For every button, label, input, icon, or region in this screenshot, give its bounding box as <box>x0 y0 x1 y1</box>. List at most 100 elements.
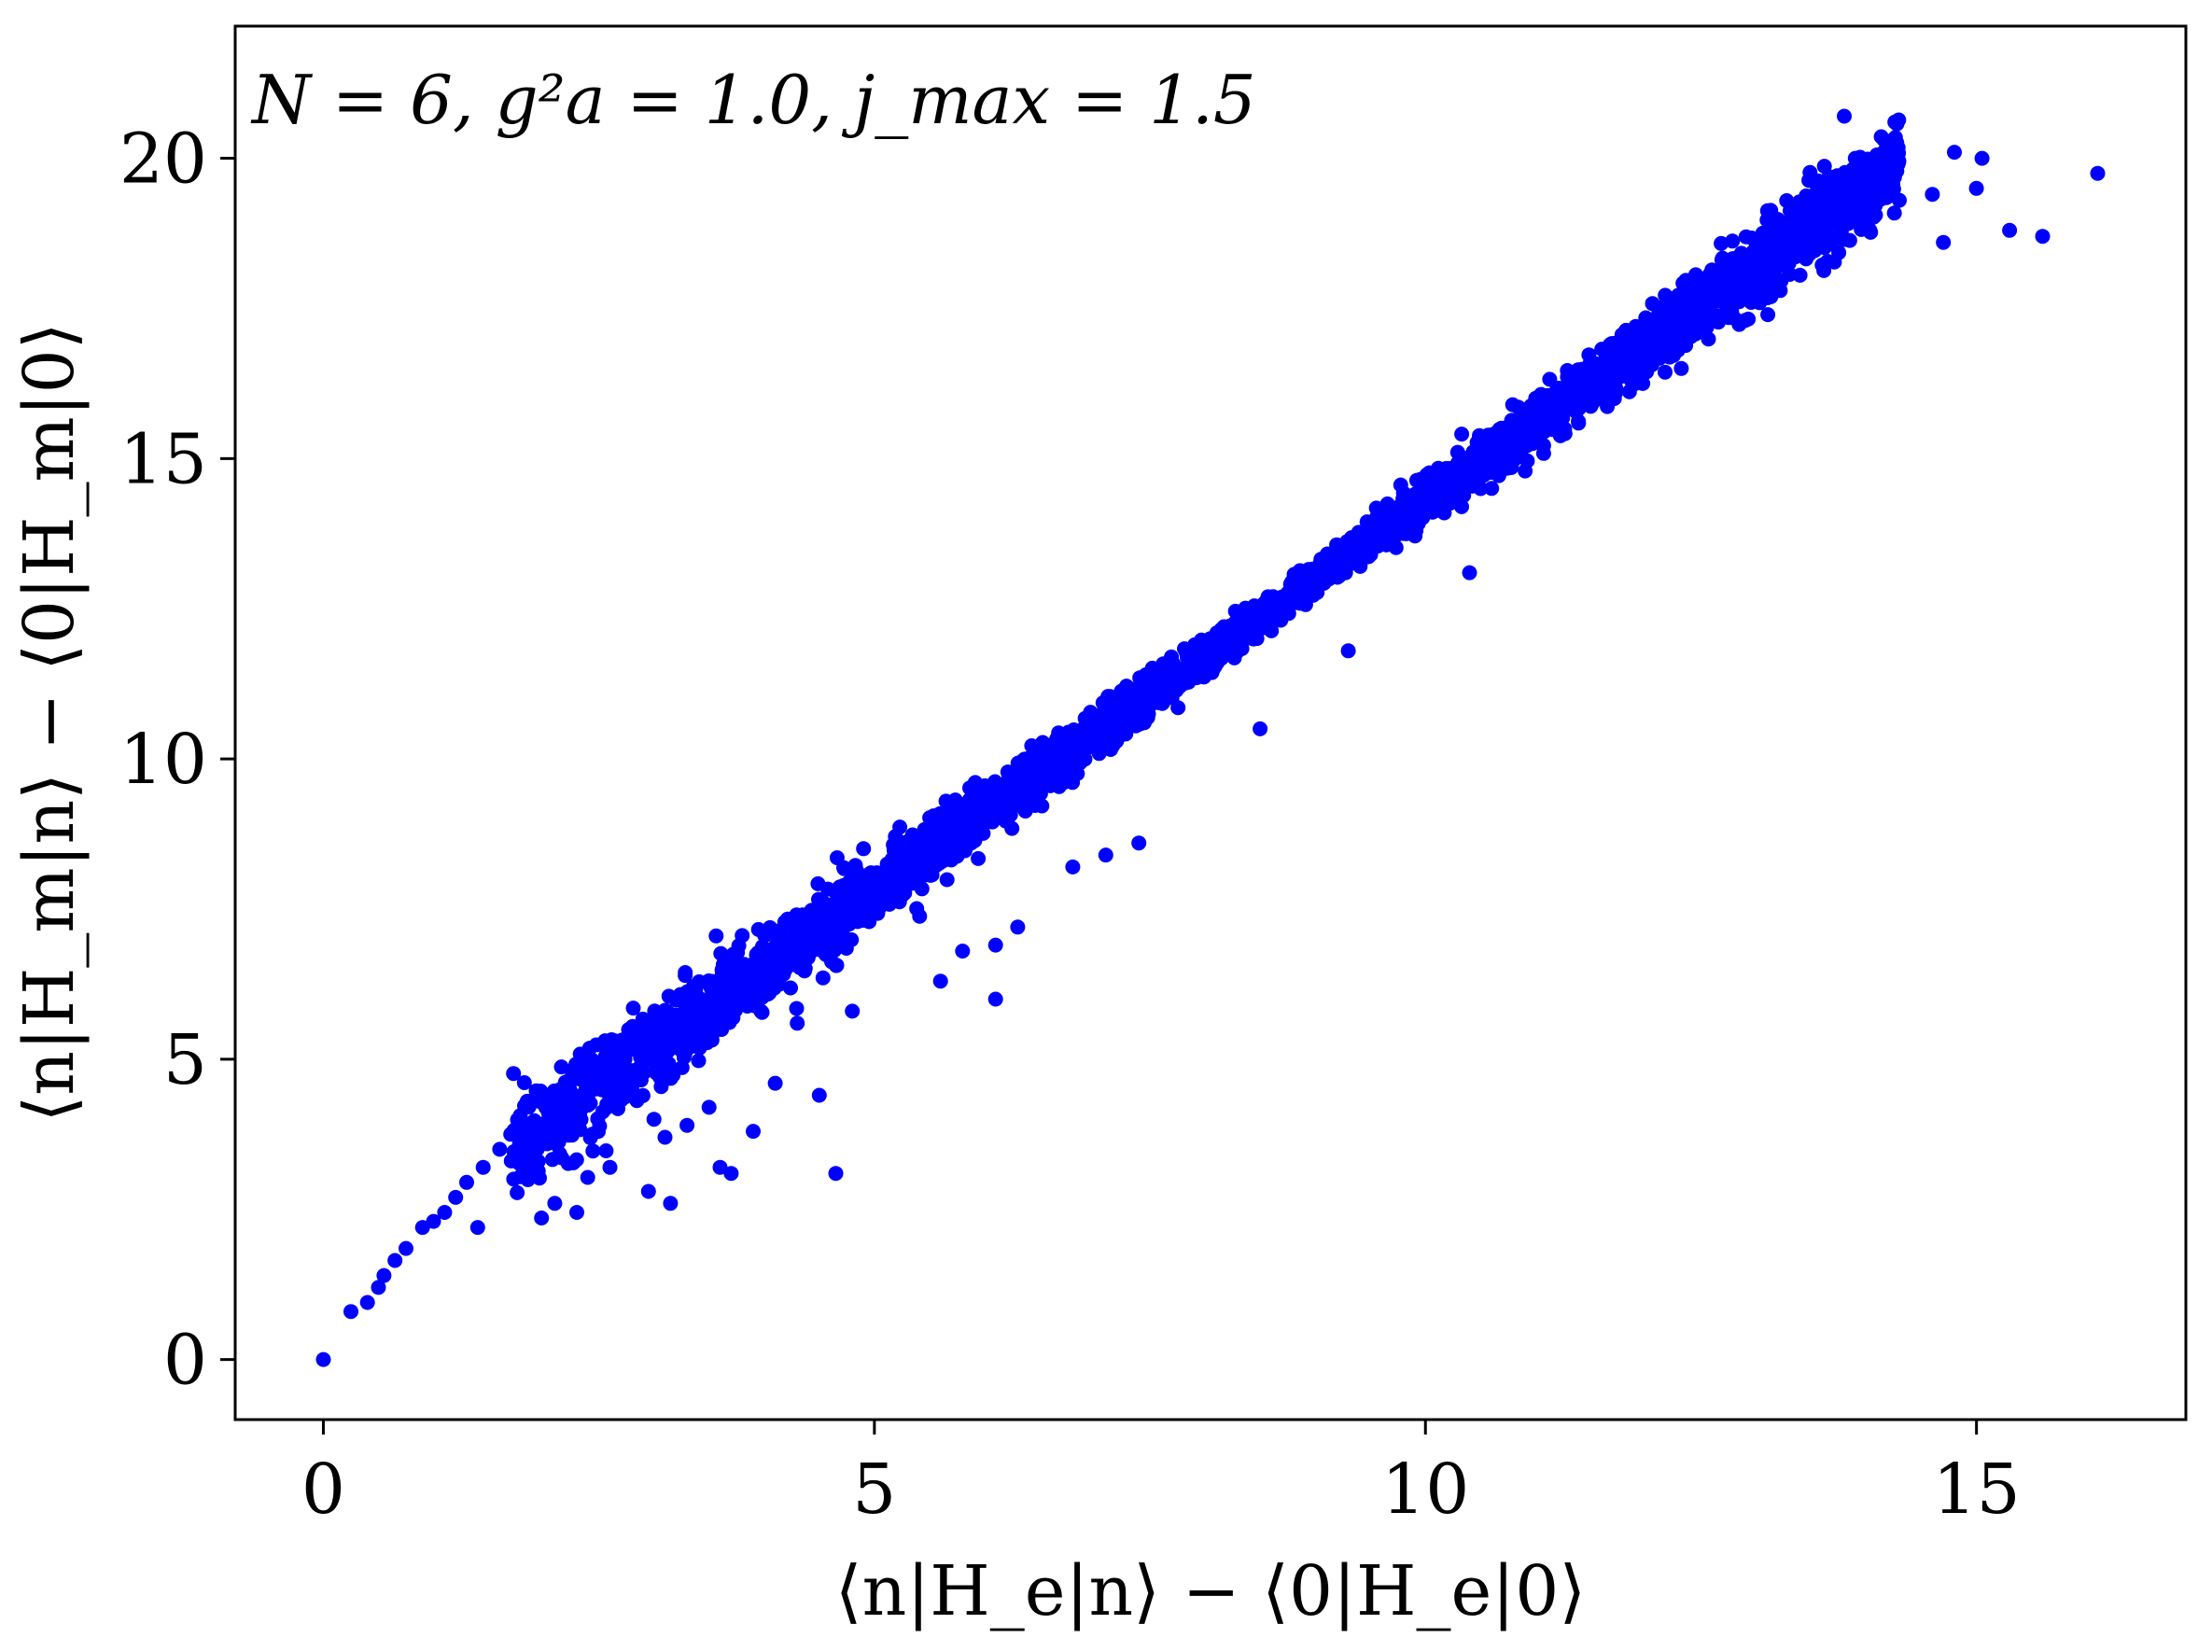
data-point-3553 <box>1006 789 1022 805</box>
data-point-2189 <box>570 1062 585 1078</box>
data-point-3576 <box>941 816 957 832</box>
data-point-3432 <box>1678 281 1694 297</box>
annotation: N = 6, g²a = 1.0, j_max = 1.5 <box>250 61 1256 139</box>
data-point-261 <box>506 1066 522 1082</box>
data-point-3510 <box>1556 388 1571 404</box>
data-points <box>315 108 2106 1367</box>
data-point-2985 <box>1660 303 1676 319</box>
data-point-2943 <box>656 1052 672 1068</box>
y-tick-label: 5 <box>163 1020 207 1100</box>
data-point-2426 <box>684 1023 700 1039</box>
data-point-3619 <box>547 1196 563 1211</box>
data-point-3566 <box>571 1108 587 1124</box>
data-point-2676 <box>676 1049 692 1065</box>
data-point-3624 <box>602 1159 618 1175</box>
data-point-3323 <box>806 929 822 945</box>
data-point-3491 <box>1529 413 1545 429</box>
data-point-3633 <box>701 1099 717 1115</box>
data-point-2345 <box>1711 315 1727 330</box>
data-point-3483 <box>1271 593 1287 608</box>
data-point-2857 <box>714 1022 730 1037</box>
data-point-3424 <box>1859 208 1875 224</box>
data-point-2946 <box>629 1093 645 1109</box>
data-point-3473 <box>795 907 810 923</box>
data-point-3563 <box>876 883 892 899</box>
data-point-3661 <box>1925 187 1940 203</box>
data-point-2987 <box>1833 226 1849 242</box>
data-point-1947 <box>1687 326 1703 342</box>
data-point-3342 <box>828 958 844 973</box>
data-point-3242 <box>849 863 864 879</box>
data-point-3598 <box>982 801 998 817</box>
data-point-3156 <box>581 1050 597 1066</box>
data-point-3640 <box>828 1166 844 1182</box>
data-point-2855 <box>757 928 773 944</box>
data-point-3147 <box>549 1115 565 1131</box>
data-point-3544 <box>1459 451 1475 466</box>
data-point-3218 <box>668 1025 684 1041</box>
data-point-297 <box>1714 235 1729 251</box>
data-point-3426 <box>1574 361 1589 377</box>
data-point-3452 <box>1026 783 1041 799</box>
data-point-3331 <box>506 1171 522 1187</box>
data-point-3612 <box>469 1220 485 1236</box>
data-point-3665 <box>1974 150 1990 166</box>
x-axis-ticks: 0 5 10 15 <box>301 1420 2021 1530</box>
data-point-3631 <box>663 1196 679 1211</box>
data-point-3400 <box>568 1152 584 1168</box>
data-point-3214 <box>726 946 741 962</box>
data-point-3433 <box>1817 234 1833 250</box>
data-point-3372 <box>898 864 914 880</box>
data-point-3642 <box>932 973 948 989</box>
data-point-3611 <box>459 1174 474 1190</box>
data-point-3551 <box>1164 668 1180 684</box>
data-point-3604 <box>376 1267 392 1283</box>
data-point-3658 <box>1847 150 1863 166</box>
data-point-3034 <box>528 1083 544 1099</box>
data-point-3048 <box>1395 485 1411 501</box>
data-point-3496 <box>1265 609 1281 624</box>
data-point-3654 <box>1748 283 1764 299</box>
data-point-3549 <box>1213 651 1229 666</box>
data-point-3573 <box>1042 743 1057 759</box>
data-point-3385 <box>1405 501 1421 517</box>
data-point-3644 <box>987 937 1003 953</box>
data-point-3435 <box>650 1016 665 1032</box>
data-point-3622 <box>580 1087 595 1103</box>
data-point-3429 <box>1072 755 1088 771</box>
data-point-2463 <box>783 980 798 996</box>
data-point-2930 <box>922 810 938 826</box>
data-point-3583 <box>1132 714 1148 730</box>
data-point-1448 <box>580 1169 595 1185</box>
data-point-2249 <box>815 970 831 986</box>
data-point-2944 <box>1583 399 1599 414</box>
data-point-2349 <box>591 1124 606 1140</box>
data-point-3556 <box>826 942 842 958</box>
data-point-3641 <box>845 1003 861 1019</box>
data-point-2639 <box>1484 481 1500 497</box>
data-point-3358 <box>1770 282 1785 298</box>
data-point-2893 <box>1743 231 1759 245</box>
data-point-2381 <box>1505 397 1520 413</box>
data-point-3657 <box>1837 108 1852 124</box>
data-point-3339 <box>1199 634 1215 650</box>
data-point-3231 <box>1658 287 1673 303</box>
data-point-3597 <box>913 841 929 857</box>
data-point-3436 <box>1023 767 1039 782</box>
data-point-3649 <box>1131 835 1147 851</box>
data-point-2782 <box>909 901 925 917</box>
data-point-3450 <box>1454 427 1470 442</box>
data-point-717 <box>829 850 845 865</box>
data-point-3591 <box>1215 630 1231 646</box>
data-point-3458 <box>1281 606 1296 622</box>
data-point-3666 <box>2002 222 2018 238</box>
data-point-2549 <box>1731 294 1747 310</box>
data-point-2624 <box>1782 267 1798 282</box>
data-point-2505 <box>1504 460 1519 475</box>
data-point-3490 <box>1675 309 1691 324</box>
data-point-3183 <box>716 1007 732 1023</box>
y-tick-label: 15 <box>119 419 207 499</box>
data-point-1606 <box>1571 413 1587 429</box>
data-point-3073 <box>692 973 707 989</box>
